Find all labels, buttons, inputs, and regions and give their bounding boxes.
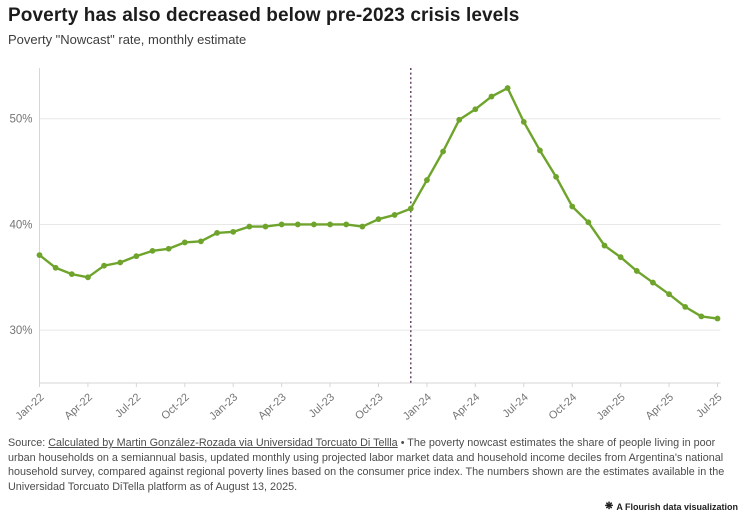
data-point-marker [149, 247, 156, 254]
x-axis-tick-label: Jul-24 [500, 391, 530, 420]
data-point-marker [181, 239, 188, 246]
data-point-marker [440, 148, 446, 155]
x-axis-tick-label: Jan-23 [207, 391, 240, 422]
data-point-marker [198, 238, 204, 245]
data-point-marker [294, 221, 301, 228]
data-point-marker [488, 93, 495, 100]
data-point-marker [52, 264, 59, 271]
x-axis-tick-label: Jan-24 [401, 391, 434, 422]
poverty-line [38, 86, 719, 320]
source-separator: • [397, 437, 408, 449]
data-point-marker [666, 291, 672, 298]
data-point-marker [85, 274, 91, 281]
data-point-marker [407, 205, 414, 212]
x-axis-tick-label: Apr-24 [450, 391, 483, 422]
source-note: Source: Calculated by Martin González-Ro… [8, 436, 740, 495]
chart-subtitle: Poverty "Nowcast" rate, monthly estimate [8, 32, 247, 47]
data-point-marker [359, 223, 366, 230]
data-point-marker [698, 313, 705, 320]
data-point-marker [569, 203, 576, 210]
flourish-credit[interactable]: ❋ A Flourish data visualization [604, 501, 738, 513]
flourish-logo-icon: ❋ [604, 501, 614, 512]
x-axis-tick-label: Jan-22 [13, 391, 46, 422]
data-point-marker [117, 259, 124, 266]
data-point-marker [165, 245, 172, 252]
data-point-marker [262, 223, 269, 230]
x-axis-tick-label: Oct-23 [353, 391, 386, 422]
data-point-marker [278, 221, 285, 228]
data-point-marker [617, 254, 624, 261]
source-description: The poverty nowcast estimates the share … [8, 437, 725, 494]
data-point-marker [246, 223, 253, 230]
data-point-marker [133, 253, 140, 260]
data-point-marker [343, 221, 350, 228]
poverty-line-chart: 30% 40% 50% Jan-22 Apr-22 Jul-22 Oct-22 Jan-23 A… [9, 68, 725, 423]
data-point-marker [520, 119, 527, 125]
data-point-marker [230, 228, 237, 235]
data-point-marker [682, 303, 689, 310]
y-axis-tick-label: 50% [9, 114, 32, 126]
flourish-credit-label: A Flourish data visualization [616, 502, 738, 512]
x-axis-tick-label: Jul-22 [113, 391, 143, 420]
data-point-marker [714, 315, 721, 322]
data-point-marker [553, 173, 559, 180]
y-axis-tick-label: 30% [9, 325, 32, 337]
x-axis-tick-label: Apr-23 [256, 391, 289, 422]
x-axis-tick-label: Apr-22 [62, 391, 95, 422]
x-axis-tick-label: Jul-23 [307, 391, 337, 420]
data-point-marker [633, 268, 640, 274]
data-point-marker [650, 279, 656, 286]
data-point-marker [375, 216, 382, 223]
y-axis-tick-label: 40% [9, 219, 32, 231]
data-point-marker [456, 116, 463, 123]
data-point-marker [601, 242, 608, 249]
data-point-marker [101, 262, 107, 269]
data-point-marker [327, 221, 333, 228]
x-axis-tick-label: Oct-24 [547, 391, 580, 422]
data-point-marker [472, 106, 479, 113]
data-point-marker [214, 229, 220, 236]
chart-title: Poverty has also decreased below pre-202… [8, 5, 520, 26]
data-point-marker [36, 252, 43, 258]
data-point-marker [585, 219, 592, 226]
data-point-marker [424, 177, 430, 183]
data-point-marker [311, 221, 317, 228]
x-axis-tick-label: Apr-25 [644, 391, 677, 422]
source-link[interactable]: Calculated by Martin González-Rozada via… [48, 437, 398, 449]
data-point-marker [391, 212, 398, 218]
data-point-marker [68, 271, 75, 278]
x-axis-tick-label: Oct-22 [159, 391, 192, 422]
source-prefix: Source: [8, 437, 49, 449]
data-point-marker [537, 147, 543, 154]
x-axis-tick-label: Jan-25 [595, 391, 628, 422]
x-axis-tick-label: Jul-25 [694, 391, 724, 420]
data-point-marker [504, 85, 511, 91]
